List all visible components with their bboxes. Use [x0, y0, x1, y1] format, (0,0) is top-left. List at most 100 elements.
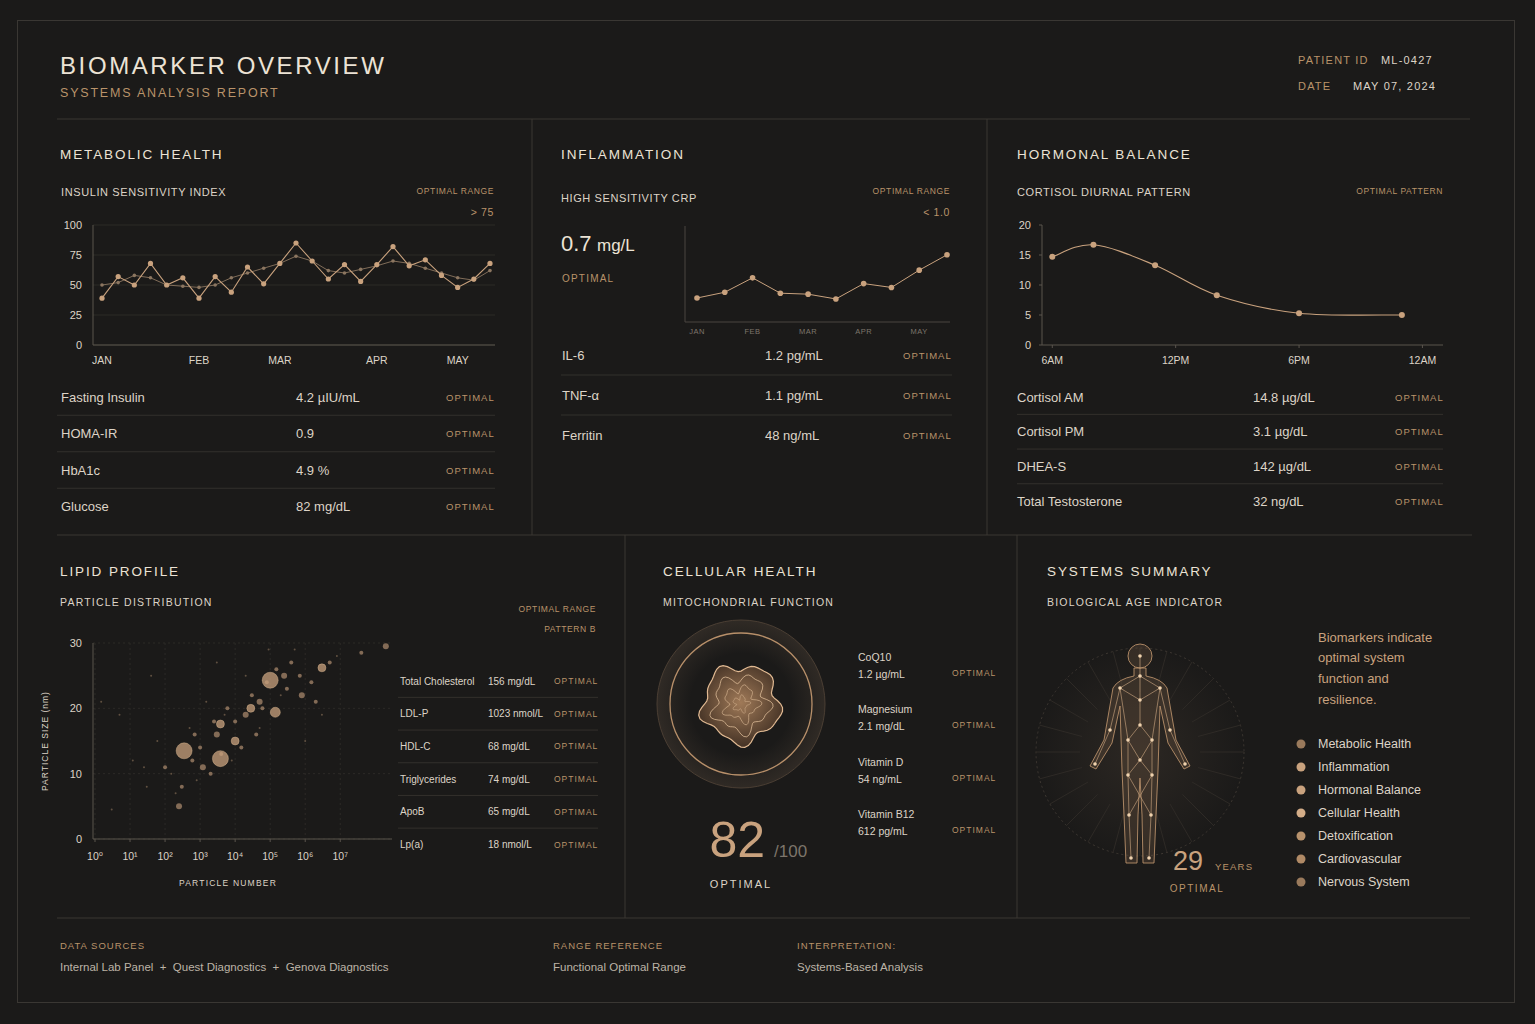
inner-ring: [670, 633, 812, 775]
row-divider: [57, 451, 495, 452]
network-line: [1140, 688, 1160, 700]
network-line: [1128, 775, 1151, 815]
grid-line: [93, 708, 392, 709]
bubble: [298, 674, 302, 678]
y-tick-label: 0: [76, 339, 82, 351]
data-point: [391, 259, 395, 263]
bubble: [289, 661, 293, 665]
x-tick-label: 10⁵: [262, 850, 278, 862]
metric-value: 1.1 pg/mL: [765, 388, 823, 403]
label: ML-0427: [1381, 54, 1433, 66]
data-point: [164, 282, 169, 287]
halo-spoke: [1050, 700, 1088, 722]
label: < 1.0: [923, 206, 950, 218]
data-point: [423, 257, 428, 262]
plot-area: [1049, 242, 1405, 318]
x-tick-label: 12AM: [1409, 354, 1436, 366]
cristae: [722, 685, 762, 725]
data-point: [1296, 310, 1302, 316]
bubble: [233, 719, 237, 723]
row-divider: [57, 488, 495, 489]
halo-spoke: [1088, 804, 1110, 842]
metric-status: OPTIMAL: [952, 668, 996, 678]
data-point: [424, 266, 428, 270]
data-point: [944, 252, 950, 258]
metric-status: OPTIMAL: [1395, 392, 1444, 403]
y-tick-label: 5: [1025, 309, 1031, 321]
network-line: [1152, 740, 1153, 775]
data-point: [213, 283, 217, 287]
row-divider: [398, 795, 598, 796]
panel-subtitle: MITOCHONDRIAL FUNCTION: [663, 596, 834, 608]
network-node: [1138, 674, 1142, 678]
label: OPTIMAL PATTERN: [1356, 186, 1443, 196]
data-point: [694, 295, 700, 301]
legend-bullet: [1297, 740, 1306, 749]
data-point: [327, 269, 331, 273]
metric-value: 4.9 %: [296, 463, 330, 478]
data-point: [861, 281, 867, 287]
legend-item: Detoxification: [1318, 829, 1393, 843]
label: MAY 07, 2024: [1353, 80, 1436, 92]
metric-name: Vitamin B12: [858, 808, 915, 820]
data-point: [488, 269, 492, 273]
network-node: [1183, 762, 1187, 766]
bubble: [294, 649, 296, 651]
frame: [18, 21, 1515, 1003]
headline-status: OPTIMAL: [562, 273, 614, 284]
x-tick-label: 12PM: [1162, 354, 1189, 366]
bubble: [231, 737, 239, 745]
data-point: [261, 281, 266, 286]
bubble: [224, 714, 226, 716]
divider: [57, 918, 1470, 919]
row-divider: [398, 730, 598, 731]
halo-spoke: [1200, 752, 1244, 753]
data-point: [181, 284, 185, 288]
bubble: [239, 746, 243, 750]
network-line: [1128, 740, 1129, 775]
x-tick-label: FEB: [745, 327, 761, 336]
footer-value: Internal Lab Panel + Quest Diagnostics +…: [60, 961, 389, 973]
metric-status: OPTIMAL: [446, 465, 495, 476]
network-node: [1149, 813, 1153, 817]
plot-area: [694, 252, 950, 302]
halo-spoke: [1036, 752, 1080, 753]
metric-name: Ferritin: [562, 428, 602, 443]
metric-value: 0.9: [296, 426, 314, 441]
bubble: [274, 667, 278, 671]
grid-line: [340, 643, 341, 839]
metric-status: OPTIMAL: [952, 720, 996, 730]
metric-name: Vitamin D: [858, 756, 904, 768]
grid-line: [93, 225, 495, 226]
metric-status: OPTIMAL: [1395, 496, 1444, 507]
data-point: [229, 290, 234, 295]
metric-status: OPTIMAL: [554, 840, 598, 850]
headline-unit: mg/L: [597, 236, 635, 255]
legend-item: Hormonal Balance: [1318, 783, 1421, 797]
bubble: [170, 773, 172, 775]
bubble: [314, 700, 318, 704]
data-point: [116, 281, 120, 285]
metric-name: Cortisol AM: [1017, 390, 1083, 405]
data-point: [1214, 292, 1220, 298]
network-line: [1170, 730, 1185, 764]
data-point: [455, 285, 460, 290]
metric-status: OPTIMAL: [554, 741, 598, 751]
divider: [532, 119, 533, 535]
data-point: [245, 264, 250, 269]
bubble: [146, 786, 148, 788]
x-tick-label: APR: [366, 354, 388, 366]
y-tick-label: 20: [70, 702, 82, 714]
network-line: [1128, 725, 1140, 740]
age-status: OPTIMAL: [1170, 883, 1224, 894]
metric-value: 48 ng/mL: [765, 428, 819, 443]
data-point: [213, 274, 218, 279]
footer-label: INTERPRETATION:: [797, 940, 896, 951]
bubble: [189, 727, 191, 729]
data-point: [230, 276, 234, 280]
x-tick-label: APR: [855, 327, 872, 336]
metric-name: CoQ10: [858, 651, 891, 663]
bubble: [321, 714, 323, 716]
x-tick-label: MAY: [447, 354, 469, 366]
data-point: [358, 279, 363, 284]
